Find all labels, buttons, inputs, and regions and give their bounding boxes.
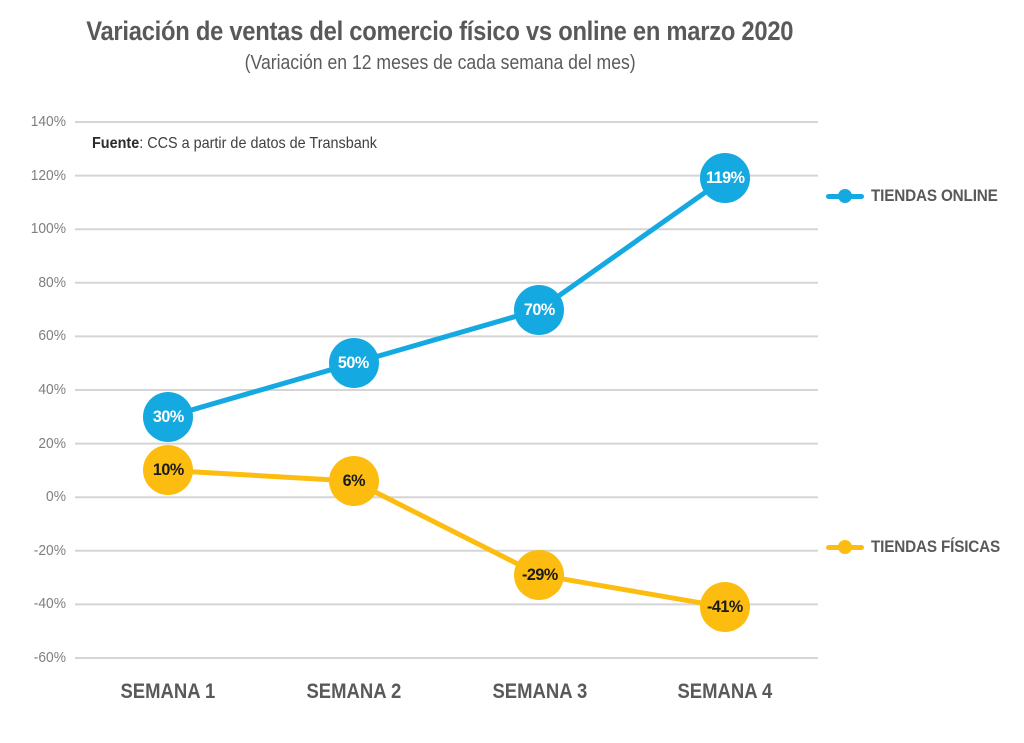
line-marker-icon: [826, 189, 864, 203]
y-axis-tick-label: -40%: [33, 595, 66, 613]
data-point-fisicas-2: 6%: [328, 456, 379, 507]
chart-header: Variación de ventas del comercio físico …: [0, 16, 880, 75]
data-point-value-label: 70%: [523, 299, 555, 319]
source-text: : CCS a partir de datos de Transbank: [139, 135, 377, 152]
x-axis-label-4: SEMANA 4: [677, 680, 773, 703]
chart-title: Variación de ventas del comercio físico …: [86, 16, 794, 46]
legend-label-tiendas-online: TIENDAS ONLINE: [871, 186, 998, 205]
y-axis-tick-label: 60%: [38, 327, 66, 345]
y-axis-tick-label: 40%: [38, 381, 66, 398]
y-axis-tick-label: 80%: [38, 273, 66, 291]
series-line-fisicas: [165, 467, 728, 610]
x-axis-label-1: SEMANA 1: [120, 680, 216, 703]
legend-label-tiendas-fisicas: TIENDAS FÍSICAS: [871, 537, 1001, 556]
y-axis-tick-label: 140%: [30, 113, 66, 130]
data-point-online-2: 50%: [328, 338, 379, 389]
data-point-value-label: 50%: [338, 353, 370, 373]
y-axis-tick-label: 20%: [38, 434, 66, 452]
legend-item-tiendas-online: TIENDAS ONLINE: [826, 185, 1012, 207]
x-axis-label-3: SEMANA 3: [491, 680, 587, 703]
legend-item-tiendas-fisicas: TIENDAS FÍSICAS: [826, 536, 1014, 558]
data-point-value-label: 30%: [152, 406, 184, 426]
y-axis-tick-label: 0%: [46, 488, 66, 506]
data-point-value-label: 6%: [342, 471, 365, 491]
series-line-online: [165, 175, 728, 420]
data-point-value-label: -41%: [707, 597, 744, 617]
source-label: Fuente: [92, 135, 140, 152]
source-note: Fuente: CCS a partir de datos de Transba…: [92, 135, 409, 153]
data-point-fisicas-4: -41%: [700, 582, 751, 633]
data-point-online-3: 70%: [514, 284, 565, 335]
data-point-value-label: 119%: [705, 168, 745, 188]
data-point-value-label: 10%: [152, 460, 184, 480]
data-point-online-4: 119%: [700, 153, 751, 204]
data-point-fisicas-1: 10%: [142, 445, 193, 496]
line-marker-icon: [826, 540, 864, 554]
data-point-value-label: -29%: [521, 564, 558, 584]
y-axis-tick-label: -60%: [33, 649, 66, 666]
y-axis-tick-label: -20%: [33, 541, 66, 559]
chart-subtitle: (Variación en 12 meses de cada semana de…: [244, 52, 636, 74]
y-axis-tick-label: 100%: [30, 220, 66, 238]
dot-icon: [838, 540, 852, 554]
dot-icon: [838, 189, 852, 203]
data-point-fisicas-3: -29%: [514, 549, 565, 600]
data-point-online-1: 30%: [142, 391, 193, 442]
y-axis-tick-label: 120%: [30, 166, 66, 184]
x-axis-label-2: SEMANA 2: [306, 680, 402, 703]
